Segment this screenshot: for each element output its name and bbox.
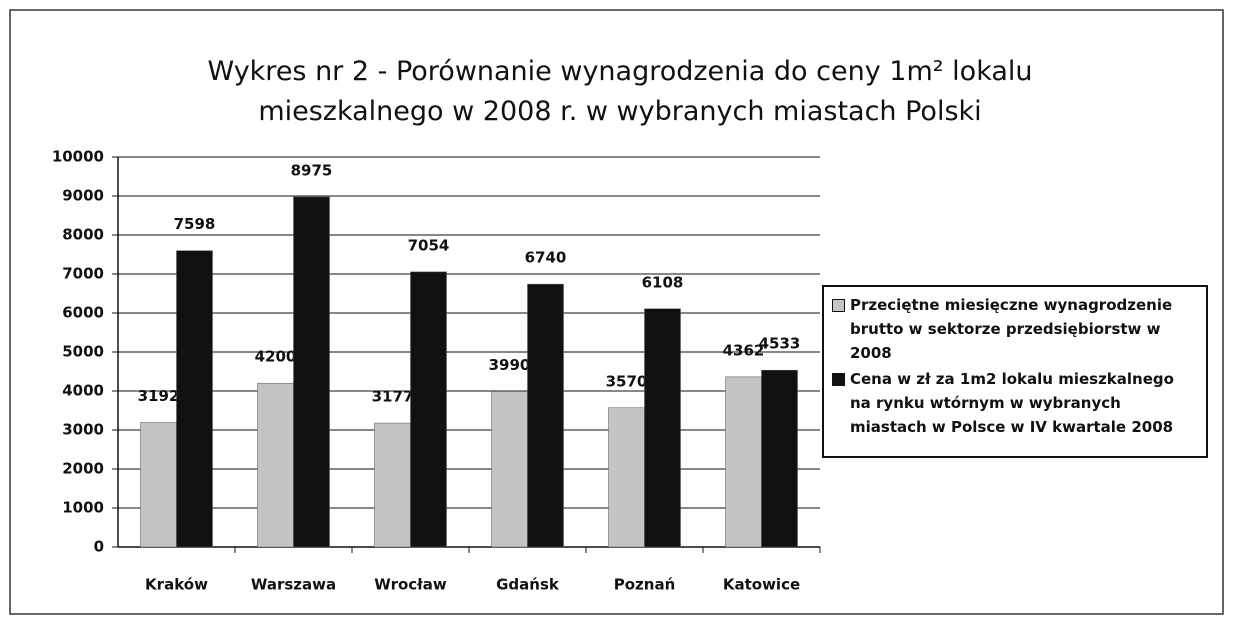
- bar: [176, 250, 213, 548]
- data-label: 6108: [642, 273, 684, 291]
- legend-label: Cena w zł za 1m2 lokalu mieszkalnego na …: [850, 370, 1174, 436]
- y-tick-label: 1000: [62, 499, 104, 517]
- legend-item: Przeciętne miesięczne wynagrodzenie brut…: [832, 293, 1198, 365]
- y-tick-label: 10000: [52, 148, 104, 166]
- x-tick-label: Gdańsk: [496, 576, 560, 594]
- data-label: 6740: [525, 249, 567, 267]
- legend-swatch: [832, 299, 845, 312]
- y-tick-label: 2000: [62, 460, 104, 478]
- bar: [293, 196, 330, 548]
- legend-label: Przeciętne miesięczne wynagrodzenie brut…: [850, 296, 1173, 362]
- y-tick-label: 8000: [62, 226, 104, 244]
- legend: Przeciętne miesięczne wynagrodzenie brut…: [822, 285, 1208, 458]
- bar: [257, 382, 294, 548]
- legend-swatch: [832, 373, 845, 386]
- legend-item: Cena w zł za 1m2 lokalu mieszkalnego na …: [832, 367, 1198, 439]
- data-label: 7598: [174, 215, 216, 233]
- x-tick-label: Poznań: [614, 576, 676, 594]
- data-label: 3570: [606, 372, 648, 390]
- y-tick-label: 4000: [62, 382, 104, 400]
- data-label: 3177: [372, 388, 414, 406]
- bar: [140, 422, 177, 548]
- bar: [644, 308, 681, 548]
- bar: [527, 283, 564, 548]
- x-tick-label: Katowice: [723, 576, 800, 594]
- chart-title: Wykres nr 2 - Porównanie wynagrodzenia d…: [207, 56, 1033, 127]
- frame: [9, 9, 1224, 615]
- y-tick-label: 9000: [62, 187, 104, 205]
- data-label: 4200: [255, 348, 297, 366]
- bar: [374, 422, 411, 548]
- bar: [410, 271, 447, 548]
- data-label: 4533: [759, 335, 801, 353]
- data-label: 7054: [408, 236, 450, 254]
- y-tick-label: 7000: [62, 265, 104, 283]
- bar: [608, 407, 645, 548]
- x-tick-label: Warszawa: [251, 576, 336, 594]
- data-label: 3192: [138, 387, 180, 405]
- x-tick-label: Wrocław: [374, 576, 447, 594]
- bar: [491, 391, 528, 548]
- y-tick-label: 6000: [62, 304, 104, 322]
- y-tick-label: 3000: [62, 421, 104, 439]
- data-label: 8975: [291, 161, 333, 179]
- bar: [725, 376, 762, 548]
- y-tick-label: 0: [94, 538, 104, 556]
- y-tick-label: 5000: [62, 343, 104, 361]
- x-tick-label: Kraków: [145, 576, 208, 594]
- data-label: 3990: [489, 356, 531, 374]
- bar: [761, 369, 798, 548]
- data-label: 4362: [723, 341, 765, 359]
